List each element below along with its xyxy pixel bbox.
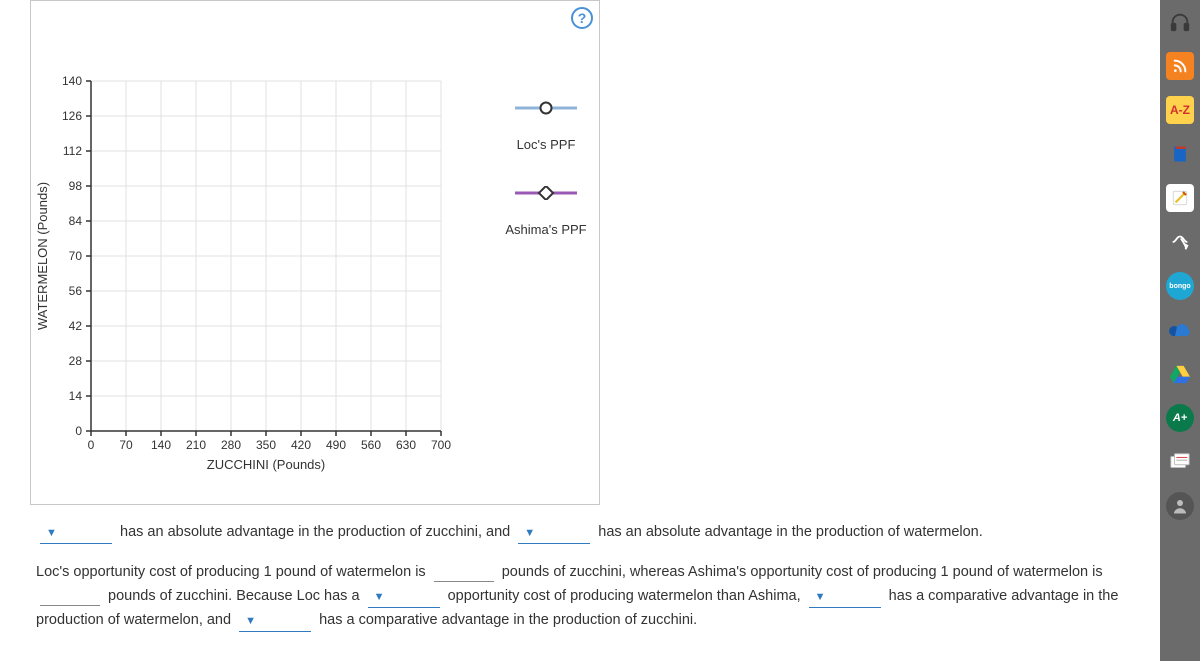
rss-icon[interactable]	[1166, 52, 1194, 80]
help-button[interactable]: ?	[571, 7, 593, 29]
input-ashima-oc[interactable]	[40, 588, 100, 606]
svg-text:350: 350	[256, 438, 276, 452]
svg-text:140: 140	[151, 438, 171, 452]
chart-panel: ? 01428425670849811212614007014021028035…	[30, 0, 600, 505]
dropdown-absolute-zucchini[interactable]: ▼	[40, 523, 112, 544]
right-sidebar: A-Z bongo	[1160, 0, 1200, 661]
legend-item-ashima: Ashima's PPF	[481, 186, 611, 237]
az-icon[interactable]: A-Z	[1166, 96, 1194, 124]
legend-label-ashima: Ashima's PPF	[505, 222, 586, 237]
cloud-icon[interactable]	[1166, 316, 1194, 344]
dropdown-comp-zucchini[interactable]: ▼	[239, 611, 311, 632]
text-seg: pounds of zucchini. Because Loc has a	[104, 588, 364, 604]
chart-legend: Loc's PPF Ashima's PPF	[481, 101, 611, 271]
dropdown-comp-watermelon[interactable]: ▼	[809, 587, 881, 608]
svg-text:140: 140	[62, 74, 82, 88]
svg-text:560: 560	[361, 438, 381, 452]
cards-icon[interactable]	[1166, 448, 1194, 476]
legend-label-loc: Loc's PPF	[517, 137, 576, 152]
svg-text:14: 14	[69, 389, 83, 403]
question-text: ▼ has an absolute advantage in the produ…	[36, 520, 1140, 648]
svg-text:280: 280	[221, 438, 241, 452]
svg-text:630: 630	[396, 438, 416, 452]
text-seg: has an absolute advantage in the product…	[116, 524, 514, 540]
drive-icon[interactable]	[1166, 360, 1194, 388]
svg-text:420: 420	[291, 438, 311, 452]
text-seg: opportunity cost of producing watermelon…	[444, 588, 805, 604]
svg-text:70: 70	[69, 249, 83, 263]
svg-text:0: 0	[75, 424, 82, 438]
svg-text:490: 490	[326, 438, 346, 452]
svg-text:70: 70	[119, 438, 133, 452]
svg-text:210: 210	[186, 438, 206, 452]
svg-text:112: 112	[63, 144, 82, 158]
svg-text:42: 42	[69, 319, 83, 333]
headphones-icon[interactable]	[1166, 8, 1194, 36]
note-icon[interactable]	[1166, 184, 1194, 212]
text-seg: pounds of zucchini, whereas Ashima's opp…	[498, 564, 1103, 580]
svg-text:56: 56	[69, 284, 83, 298]
svg-text:98: 98	[69, 179, 83, 193]
svg-text:700: 700	[431, 438, 451, 452]
svg-text:0: 0	[88, 438, 95, 452]
svg-text:126: 126	[62, 109, 82, 123]
cursor-icon[interactable]	[1166, 228, 1194, 256]
aplus-icon[interactable]: A+	[1166, 404, 1194, 432]
text-seg: Loc's opportunity cost of producing 1 po…	[36, 564, 430, 580]
chart-plot: 0142842567084981121261400701402102803504…	[91, 81, 441, 431]
input-loc-oc[interactable]	[434, 564, 494, 582]
svg-text:WATERMELON (Pounds): WATERMELON (Pounds)	[35, 182, 50, 330]
svg-text:ZUCCHINI (Pounds): ZUCCHINI (Pounds)	[207, 457, 325, 472]
avatar-icon[interactable]	[1166, 492, 1194, 520]
text-seg: has a comparative advantage in the produ…	[315, 612, 697, 628]
book-icon[interactable]	[1166, 140, 1194, 168]
bongo-icon[interactable]: bongo	[1166, 272, 1194, 300]
text-seg: has an absolute advantage in the product…	[594, 524, 983, 540]
dropdown-higher-lower[interactable]: ▼	[368, 587, 440, 608]
svg-text:28: 28	[69, 354, 83, 368]
legend-item-loc: Loc's PPF	[481, 101, 611, 152]
svg-text:84: 84	[69, 214, 83, 228]
dropdown-absolute-watermelon[interactable]: ▼	[518, 523, 590, 544]
